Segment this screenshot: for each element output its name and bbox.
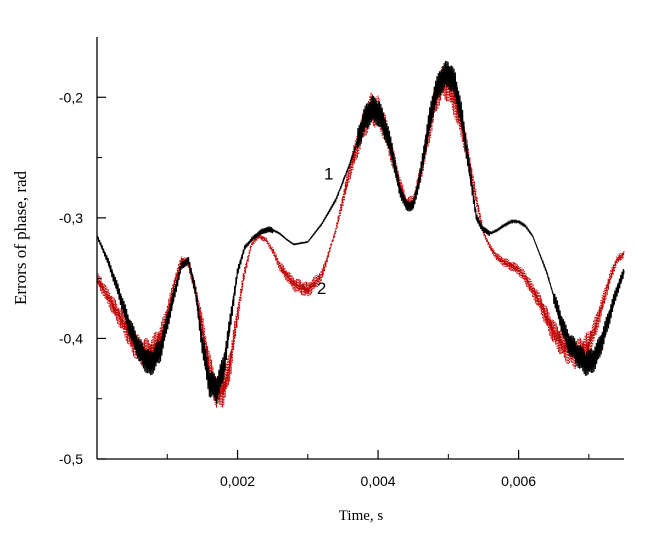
x-tick-label: 0,002 xyxy=(220,473,255,489)
series-2-line xyxy=(96,66,625,408)
annotations: 12 xyxy=(317,164,333,298)
ticks: -0,5 -0,4 -0,3 -0,2 0,002 0,004 0,006 xyxy=(59,89,590,489)
series-1-label: 1 xyxy=(324,164,333,183)
series-1-line xyxy=(96,60,625,404)
series-2-label: 2 xyxy=(317,279,326,298)
x-tick-label: 0,004 xyxy=(361,473,396,489)
plot-lines xyxy=(96,60,625,408)
x-axis-title: Time, s xyxy=(339,508,384,524)
y-axis-title: Errors of phase, rad xyxy=(11,170,30,305)
axes xyxy=(96,37,624,460)
x-tick-label: 0,006 xyxy=(501,473,536,489)
y-tick-label: -0,4 xyxy=(59,330,83,346)
y-tick-label: -0,2 xyxy=(59,89,83,105)
y-tick-label: -0,3 xyxy=(59,210,83,226)
y-tick-label: -0,5 xyxy=(59,451,83,467)
